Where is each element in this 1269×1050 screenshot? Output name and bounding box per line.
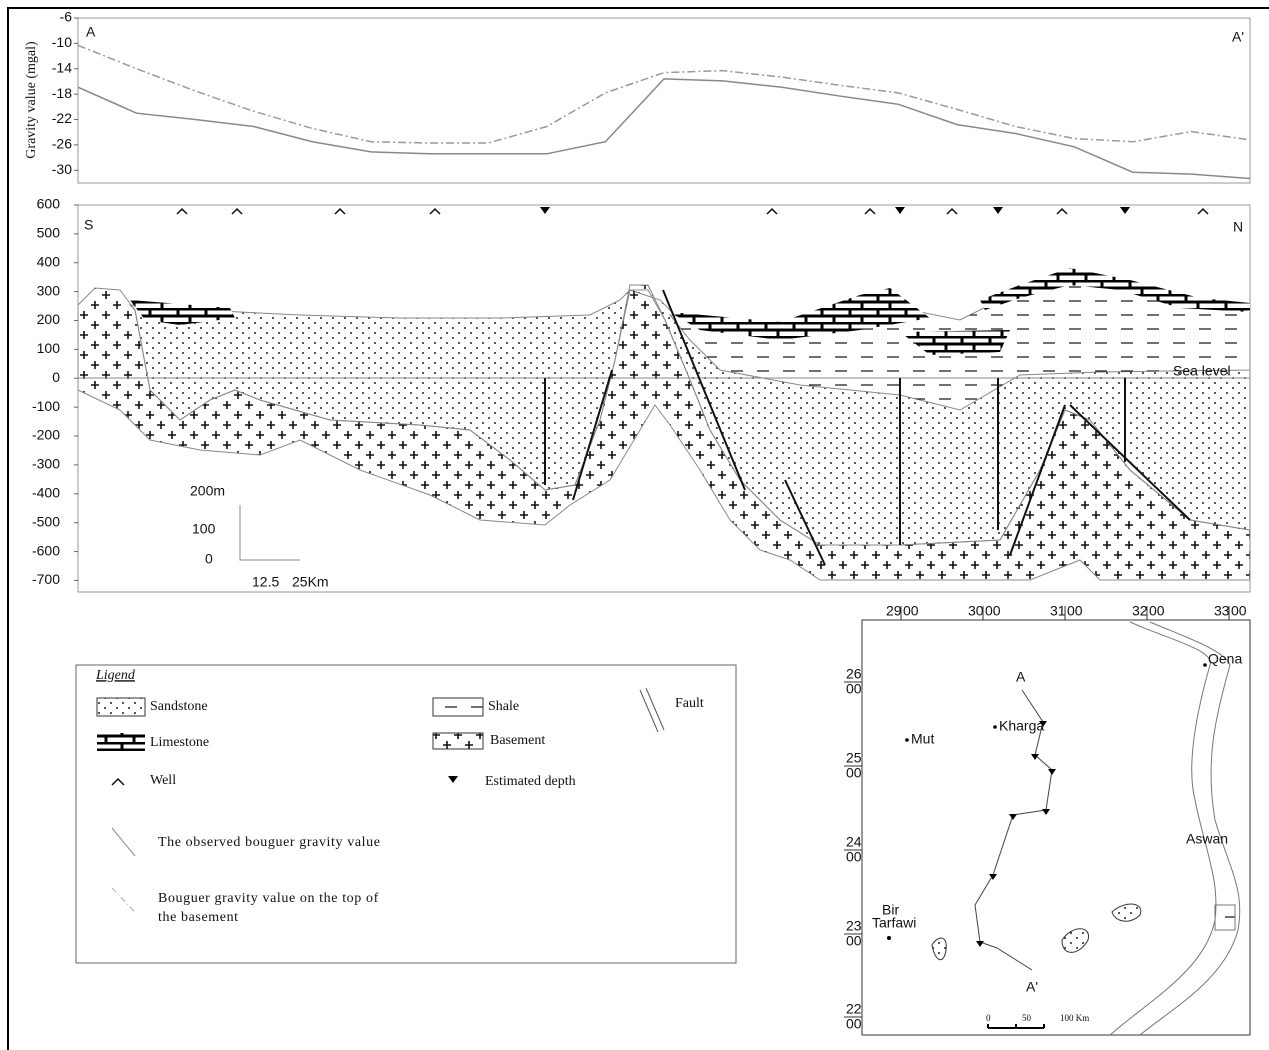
legend-label: Shale (488, 699, 519, 714)
y-tick-label: -18 (52, 85, 72, 101)
lat-label: 00 (846, 933, 862, 949)
scale-label: 0 (205, 551, 213, 567)
map-scale-label: 100 Km (1060, 1013, 1089, 1023)
lon-label: 00 (903, 603, 919, 619)
town-dot (905, 738, 909, 742)
scale-label: 25Km (292, 574, 329, 590)
depth-tick-label: -700 (32, 571, 60, 587)
lon-label: 30 (968, 603, 984, 619)
town-dot (887, 936, 891, 940)
start-label: S (84, 217, 93, 233)
map-scale-label: 0 (986, 1013, 991, 1023)
town-dot (1203, 663, 1207, 667)
y-tick-label: -6 (60, 9, 73, 25)
figure: Gravity value (mgal) A A' S N Sea level … (0, 0, 1269, 1050)
town-dot (993, 725, 997, 729)
y-tick-label: -26 (52, 136, 72, 152)
start-label: A (86, 24, 96, 40)
depth-tick-label: 300 (37, 282, 61, 298)
depth-tick-label: -600 (32, 542, 60, 558)
swatch-sandstone (97, 698, 145, 716)
y-tick-label: -22 (52, 110, 72, 126)
swatch-shale (433, 698, 483, 716)
depth-tick-label: 100 (37, 340, 61, 356)
lon-label: 33 (1214, 603, 1230, 619)
lat-label: 00 (846, 681, 862, 697)
depth-tick-label: -400 (32, 485, 60, 501)
town-label: Kharga (999, 718, 1044, 734)
lake (1215, 905, 1235, 930)
town-label: Mut (911, 731, 934, 747)
lat-label: 24 (846, 834, 862, 850)
legend-label: Well (150, 773, 176, 788)
lat-label: 23 (846, 918, 862, 934)
town-label: Tarfawi (872, 915, 916, 931)
depth-tick-label: -300 (32, 456, 60, 472)
legend-label: The observed bouguer gravity value (158, 835, 381, 850)
map-scale-label: 50 (1022, 1013, 1032, 1023)
depth-tick-label: 600 (37, 196, 61, 212)
lat-label: 26 (846, 666, 862, 682)
town-label: Qena (1208, 651, 1242, 667)
scale-label: 12.5 (252, 574, 279, 590)
lon-label: 00 (1067, 603, 1083, 619)
town-label: Aswan (1186, 831, 1228, 847)
legend-label: the basement (158, 910, 239, 925)
depth-tick-label: 500 (37, 225, 61, 241)
legend-label: Basement (490, 733, 545, 748)
depth-tick-label: -200 (32, 427, 60, 443)
depth-tick-label: -100 (32, 398, 60, 414)
legend-label: Fault (675, 696, 704, 711)
lon-label: 00 (1149, 603, 1165, 619)
end-label: A' (1232, 29, 1244, 45)
legend-label: Sandstone (150, 699, 208, 714)
lat-label: 25 (846, 750, 862, 766)
legend-label: Estimated depth (485, 774, 576, 789)
swatch-limestone (97, 733, 145, 751)
y-tick-label: -30 (52, 161, 72, 177)
lat-label: 00 (846, 849, 862, 865)
depth-tick-label: 0 (52, 369, 60, 385)
depth-tick-label: 400 (37, 253, 61, 269)
lon-label: 29 (886, 603, 902, 619)
lon-label: 00 (985, 603, 1001, 619)
lat-label: 00 (846, 1016, 862, 1032)
scale-label: 100 (192, 521, 216, 537)
sea-level-label: Sea level (1173, 363, 1231, 379)
legend-title: Ligend (95, 668, 136, 683)
depth-tick-label: -500 (32, 513, 60, 529)
lat-label: 00 (846, 765, 862, 781)
lat-label: 22 (846, 1001, 862, 1017)
legend-label: Bouguer gravity value on the top of (158, 891, 379, 906)
swatch-basement (433, 733, 483, 749)
scale-label: 200m (190, 483, 225, 499)
depth-tick-label: 200 (37, 311, 61, 327)
y-tick-label: -14 (52, 59, 72, 75)
lon-label: 31 (1050, 603, 1066, 619)
legend-label: Limestone (150, 735, 209, 750)
profile-end-label: A' (1026, 979, 1038, 995)
y-axis-label: Gravity value (mgal) (24, 41, 39, 159)
y-tick-label: -10 (52, 34, 72, 50)
lon-label: 32 (1132, 603, 1148, 619)
profile-start-label: A (1016, 669, 1026, 685)
end-label: N (1233, 219, 1243, 235)
lon-label: 00 (1231, 603, 1247, 619)
